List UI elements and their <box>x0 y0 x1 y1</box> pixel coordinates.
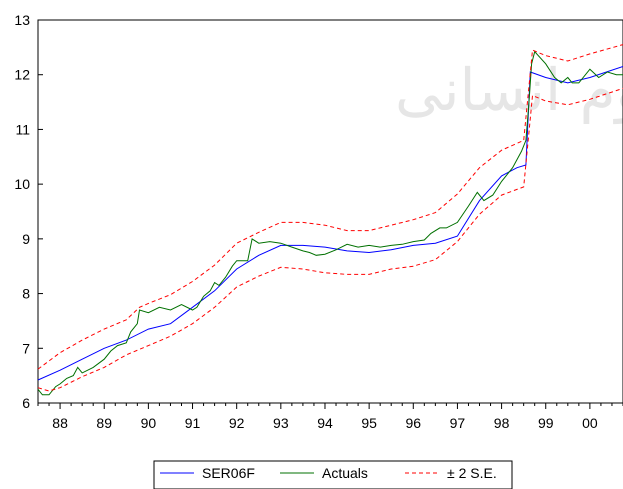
legend-label: SER06F <box>202 465 255 481</box>
x-tick-label: 95 <box>361 415 377 431</box>
legend-box <box>153 460 513 489</box>
plot-area <box>37 19 623 404</box>
series-layer <box>37 44 623 396</box>
y-tick-label: 8 <box>22 286 30 302</box>
x-tick-label: 94 <box>317 415 333 431</box>
series-line-2-s-e-2 <box>37 44 623 370</box>
watermark-text: اطلاعات فرهنگی علوم انسانی <box>395 56 623 125</box>
y-tick-label: 6 <box>22 395 30 411</box>
x-tick-label: 88 <box>52 415 68 431</box>
x-tick-label: 92 <box>229 415 245 431</box>
x-tick-label: 91 <box>185 415 201 431</box>
y-tick-label: 7 <box>22 340 30 356</box>
legend-label: ± 2 S.E. <box>447 465 497 481</box>
y-tick-label: 13 <box>14 12 30 28</box>
series-line-ser06f-0 <box>37 66 623 381</box>
x-axis: 88 89 90 91 92 93 94 95 96 97 98 99 00 <box>37 403 623 431</box>
series-line-actuals-1 <box>37 50 623 396</box>
x-tick-label: 89 <box>96 415 112 431</box>
x-tick-label: 00 <box>582 415 598 431</box>
y-tick-label: 11 <box>15 121 30 137</box>
legend-label: Actuals <box>322 465 368 481</box>
x-tick-label: 93 <box>273 415 289 431</box>
x-tick-label: 98 <box>494 415 510 431</box>
y-tick-label: 12 <box>14 67 30 83</box>
legend: SER06F Actuals ± 2 S.E. <box>153 460 513 489</box>
watermark: اطلاعات فرهنگی علوم انسانی <box>395 56 623 125</box>
series-line-2-s-e-3 <box>37 87 623 392</box>
y-tick-label: 10 <box>14 176 30 192</box>
x-tick-label: 96 <box>405 415 421 431</box>
x-tick-label: 97 <box>450 415 466 431</box>
y-axis: 6 7 8 9 10 11 12 13 <box>14 12 43 411</box>
x-tick-label: 90 <box>141 415 157 431</box>
y-tick-label: 9 <box>22 231 30 247</box>
x-tick-label: 99 <box>538 415 554 431</box>
